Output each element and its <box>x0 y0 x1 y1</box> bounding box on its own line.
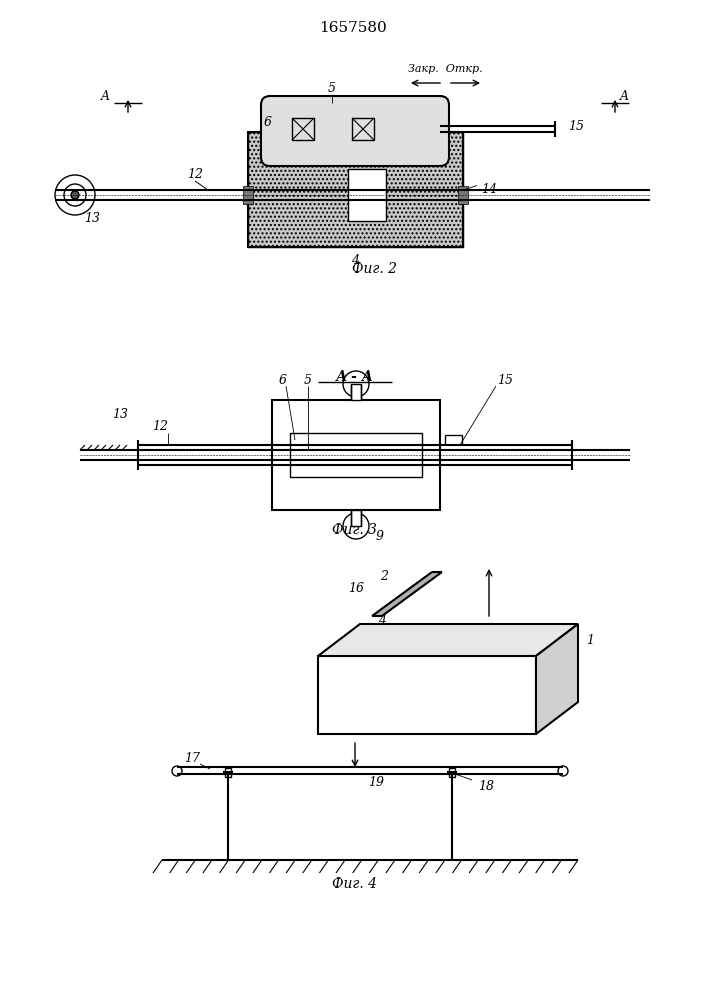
Text: A: A <box>620 91 629 104</box>
Text: 5: 5 <box>304 373 312 386</box>
Text: Фиг. 2: Фиг. 2 <box>353 262 397 276</box>
Text: 15: 15 <box>568 120 584 133</box>
Bar <box>272 400 440 510</box>
Text: 2: 2 <box>380 570 388 582</box>
Bar <box>348 169 386 221</box>
Bar <box>458 186 468 204</box>
Circle shape <box>172 766 182 776</box>
Bar <box>248 132 463 247</box>
Text: 1657580: 1657580 <box>319 21 387 35</box>
Text: 12: 12 <box>187 168 203 182</box>
Circle shape <box>343 513 369 539</box>
Text: Фиг. 4: Фиг. 4 <box>332 877 378 891</box>
Text: 17: 17 <box>184 752 200 764</box>
Text: 13: 13 <box>112 408 128 422</box>
Bar <box>248 132 463 247</box>
Bar <box>449 768 455 777</box>
Bar <box>352 118 374 140</box>
Circle shape <box>343 371 369 397</box>
Text: A: A <box>101 91 110 104</box>
Text: 16: 16 <box>348 582 364 594</box>
FancyBboxPatch shape <box>261 96 449 166</box>
Bar <box>290 433 422 477</box>
Polygon shape <box>536 624 578 734</box>
Text: 14: 14 <box>481 183 497 196</box>
Text: 4: 4 <box>378 614 386 628</box>
Circle shape <box>558 766 568 776</box>
Text: 9: 9 <box>376 530 384 542</box>
Text: А - А: А - А <box>336 370 374 384</box>
Bar <box>225 768 231 777</box>
Polygon shape <box>372 572 442 616</box>
Text: 5: 5 <box>328 83 336 96</box>
Text: Фиг. 3: Фиг. 3 <box>332 523 378 537</box>
Text: 1: 1 <box>586 634 594 647</box>
Circle shape <box>55 175 95 215</box>
Bar <box>292 118 314 140</box>
Text: 4: 4 <box>351 253 359 266</box>
Text: 12: 12 <box>152 420 168 434</box>
Text: 6: 6 <box>279 373 287 386</box>
Circle shape <box>71 191 79 199</box>
Text: Закр.  Откр.: Закр. Откр. <box>408 64 482 74</box>
Bar <box>318 656 536 734</box>
Bar <box>243 186 253 204</box>
Circle shape <box>64 184 86 206</box>
Bar <box>351 510 361 526</box>
Text: 15: 15 <box>497 373 513 386</box>
Text: 13: 13 <box>84 213 100 226</box>
Text: 18: 18 <box>478 780 494 792</box>
Text: 6: 6 <box>264 116 272 129</box>
Polygon shape <box>318 624 578 656</box>
Bar <box>351 384 361 400</box>
Text: 19: 19 <box>368 776 384 788</box>
